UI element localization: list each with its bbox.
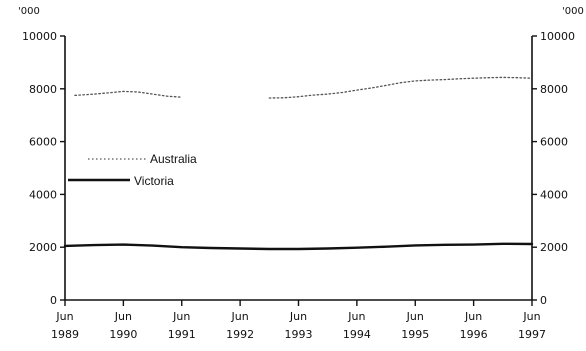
x-tick-label-month: Jun: [347, 310, 365, 323]
series-line-australia: [268, 76, 533, 99]
x-tick-label-month: Jun: [114, 310, 132, 323]
x-tick-label-month: Jun: [406, 310, 424, 323]
x-tick-label-year: 1995: [401, 328, 429, 341]
y-tick-label-left: 2000: [29, 241, 57, 254]
y-tick-label-left: 10000: [22, 30, 57, 43]
y-ticks: 0 0 2000 2000 4000 4000 6000 6000 8000 8000 10000 1…: [22, 30, 575, 307]
x-tick-label-month: Jun: [55, 310, 73, 323]
x-tick-label-year: 1997: [518, 328, 546, 341]
y-tick-label-right: 6000: [540, 136, 568, 149]
x-tick-label-year: 1992: [226, 328, 254, 341]
y-tick-label-right: 2000: [540, 241, 568, 254]
y-tick-label-left: 6000: [29, 136, 57, 149]
y-tick-label-left: 0: [50, 294, 57, 307]
x-tick-label-year: 1990: [109, 328, 137, 341]
y-tick-label-right: 4000: [540, 188, 568, 201]
series-layer: [63, 76, 534, 251]
x-tick-label-year: 1994: [343, 328, 371, 341]
y-unit-label-left: '000: [18, 6, 40, 17]
y-unit-label-right: '000: [562, 6, 584, 17]
chart-frame: [64, 36, 533, 301]
x-tick-label-month: Jun: [289, 310, 307, 323]
series-line-victoria: [63, 242, 534, 251]
y-tick-label-right: 10000: [540, 30, 575, 43]
legend: Australia Victoria: [68, 152, 197, 188]
x-tick-label-month: Jun: [231, 310, 249, 323]
x-tick-label-year: 1991: [168, 328, 196, 341]
x-tick-label-month: Jun: [172, 310, 190, 323]
y-tick-label-left: 8000: [29, 83, 57, 96]
y-tick-label-right: 0: [540, 294, 547, 307]
x-tick-label-year: 1996: [460, 328, 488, 341]
legend-australia-label: Australia: [150, 152, 197, 166]
legend-victoria-label: Victoria: [134, 174, 174, 188]
x-tick-label-month: Jun: [464, 310, 482, 323]
series-line-australia: [74, 90, 183, 98]
x-tick-label-month: Jun: [522, 310, 540, 323]
y-tick-label-right: 8000: [540, 83, 568, 96]
x-tick-label-year: 1989: [51, 328, 79, 341]
x-ticks: Jun 1989 Jun 1990 Jun 1991 Jun 1992 Jun 1993 Jun 19…: [51, 300, 546, 341]
x-tick-label-year: 1993: [285, 328, 313, 341]
y-tick-label-left: 4000: [29, 188, 57, 201]
